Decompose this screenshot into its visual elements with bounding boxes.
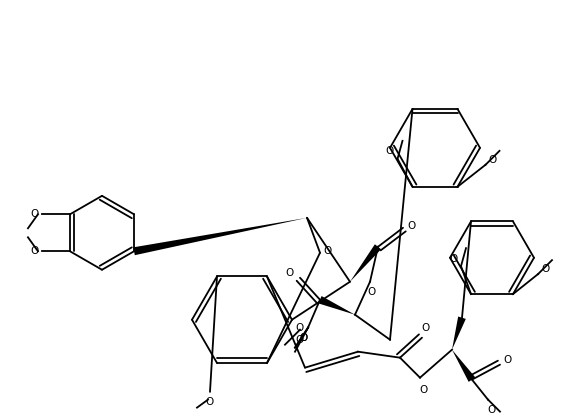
Text: O: O	[408, 221, 416, 231]
Text: O: O	[296, 335, 304, 345]
Text: O: O	[31, 246, 39, 256]
Text: O: O	[299, 333, 307, 343]
Text: O: O	[450, 254, 458, 264]
Polygon shape	[133, 218, 307, 255]
Polygon shape	[452, 317, 466, 350]
Text: O: O	[31, 209, 39, 219]
Text: O: O	[504, 355, 512, 365]
Text: O: O	[422, 323, 430, 333]
Text: O: O	[487, 405, 495, 415]
Text: O: O	[299, 333, 307, 343]
Polygon shape	[350, 244, 381, 282]
Polygon shape	[319, 296, 355, 315]
Text: O: O	[385, 146, 393, 156]
Text: O: O	[296, 323, 304, 333]
Text: O: O	[542, 264, 550, 274]
Text: O: O	[205, 396, 213, 406]
Text: O: O	[419, 385, 427, 395]
Text: O: O	[368, 287, 376, 297]
Text: O: O	[323, 246, 331, 256]
Text: O: O	[488, 155, 497, 165]
Text: O: O	[286, 268, 294, 278]
Polygon shape	[452, 350, 475, 382]
